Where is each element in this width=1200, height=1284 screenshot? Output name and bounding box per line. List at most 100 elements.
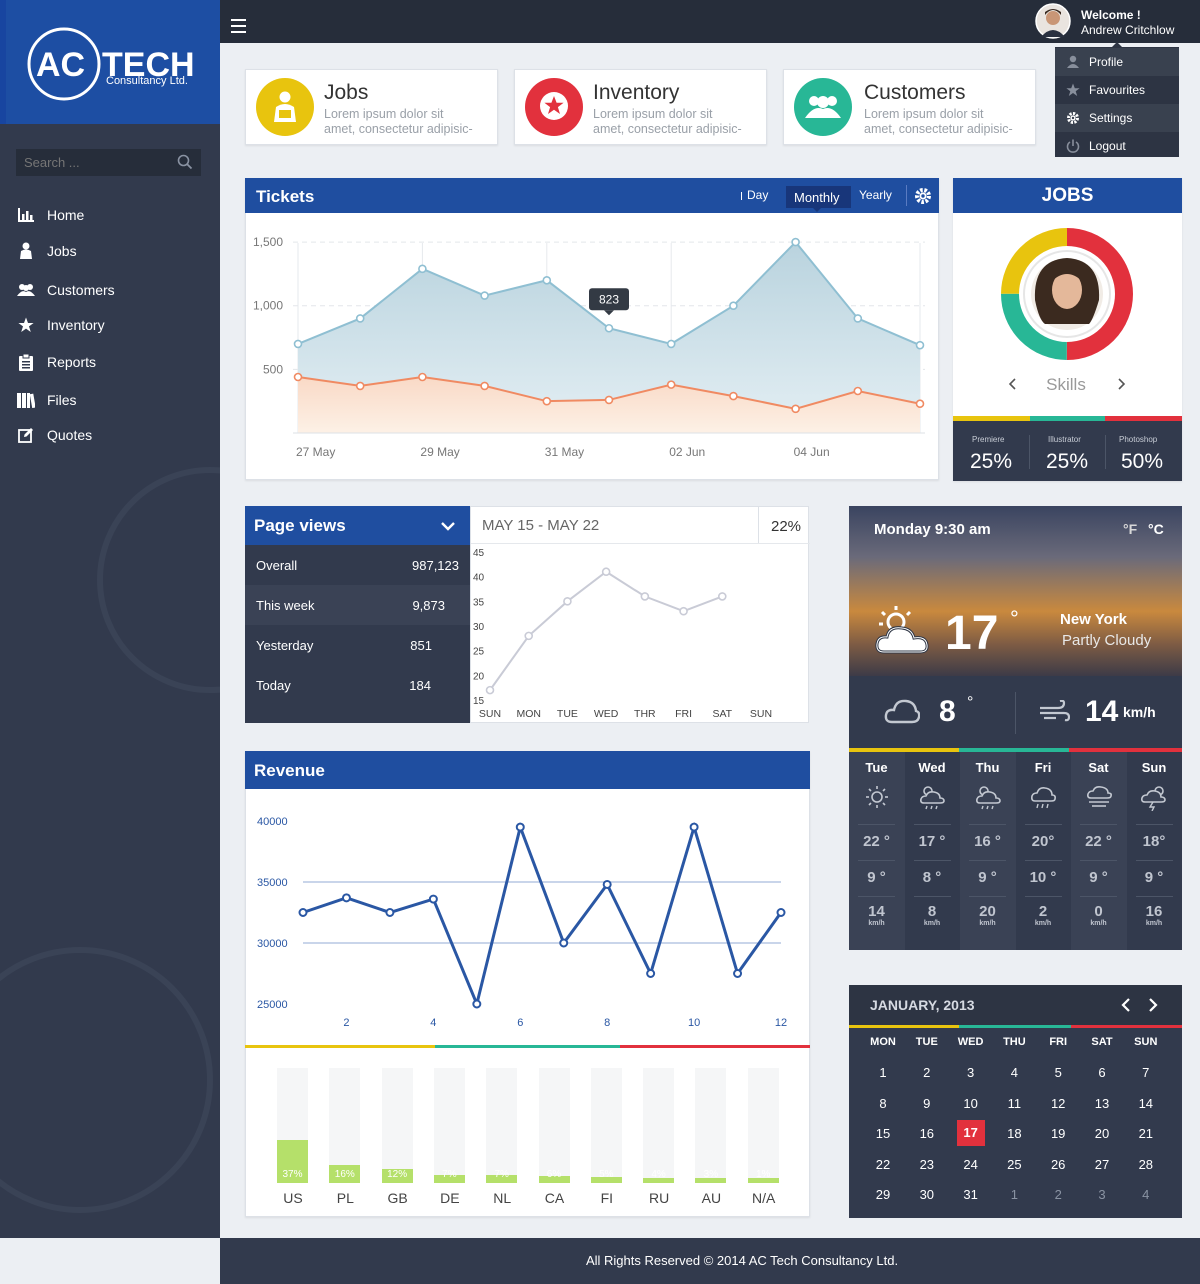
tab-yearly[interactable]: Yearly bbox=[859, 188, 892, 202]
sidebar-item-quotes[interactable]: Quotes bbox=[16, 425, 92, 445]
tab-day[interactable]: Day bbox=[747, 188, 769, 202]
calendar-day[interactable]: 3 bbox=[1098, 1187, 1106, 1202]
calendar-day[interactable]: 6 bbox=[1098, 1065, 1106, 1080]
calendar-day[interactable]: 4 bbox=[1142, 1187, 1150, 1202]
calendar-day[interactable]: 29 bbox=[875, 1187, 891, 1202]
forecast-wind: 8 bbox=[927, 903, 937, 920]
separator bbox=[1024, 896, 1062, 897]
calendar-day[interactable]: 7 bbox=[1142, 1065, 1150, 1080]
users-icon bbox=[16, 283, 36, 297]
stat-label: Photoshop bbox=[1119, 435, 1158, 444]
search-box[interactable] bbox=[16, 149, 201, 176]
menu-icon[interactable] bbox=[231, 19, 247, 33]
series-2-point bbox=[542, 396, 552, 406]
sidebar-item-reports[interactable]: Reports bbox=[16, 352, 96, 372]
calendar-day[interactable]: 4 bbox=[1010, 1065, 1018, 1080]
calendar-day[interactable]: 8 bbox=[879, 1095, 887, 1111]
series-2-point bbox=[293, 372, 303, 382]
menu-item-label: Logout bbox=[1089, 139, 1126, 153]
calendar-weekday: SUN bbox=[1134, 1036, 1158, 1048]
menu-item-settings[interactable]: Settings bbox=[1055, 104, 1179, 132]
calendar-day[interactable]: 2 bbox=[923, 1065, 931, 1080]
sidebar-item-inventory[interactable]: Inventory bbox=[16, 315, 105, 335]
menu-item-favourites[interactable]: Favourites bbox=[1055, 76, 1179, 104]
chevron-left-icon[interactable] bbox=[1008, 377, 1018, 391]
calendar-day[interactable]: 15 bbox=[875, 1126, 891, 1141]
forecast-day-name: Fri bbox=[1034, 760, 1052, 775]
calendar-day[interactable]: 31 bbox=[963, 1187, 978, 1202]
menu-item-profile[interactable]: Profile bbox=[1055, 48, 1179, 76]
calendar-day[interactable]: 26 bbox=[1050, 1156, 1066, 1172]
calendar-day[interactable]: 20 bbox=[1094, 1126, 1110, 1141]
chevron-left-icon[interactable] bbox=[1120, 997, 1132, 1013]
calendar-day[interactable]: 24 bbox=[963, 1156, 978, 1172]
bar-track: 12% bbox=[381, 1068, 413, 1183]
page-views-header[interactable]: Page views bbox=[245, 506, 470, 545]
list-item: Yesterday 851 bbox=[245, 625, 470, 665]
user-name[interactable]: Andrew Critchlow bbox=[1081, 23, 1175, 37]
separator bbox=[969, 896, 1006, 897]
calendar-day[interactable]: 18 bbox=[1007, 1126, 1022, 1141]
calendar-day[interactable]: 11 bbox=[1007, 1095, 1022, 1111]
chevron-right-icon[interactable] bbox=[1147, 997, 1159, 1013]
calendar-day[interactable]: 9 bbox=[923, 1095, 931, 1111]
avatar[interactable] bbox=[1035, 3, 1071, 39]
chevron-down-icon[interactable] bbox=[440, 520, 456, 532]
calendar-day[interactable]: 27 bbox=[1094, 1156, 1110, 1172]
sidebar-item-home[interactable]: Home bbox=[16, 205, 84, 225]
page-views-point bbox=[679, 606, 688, 616]
calendar-day[interactable]: 21 bbox=[1138, 1126, 1154, 1141]
calendar-day[interactable]: 1 bbox=[879, 1065, 887, 1080]
rain-icon bbox=[1031, 787, 1056, 809]
forecast-low: 9 ° bbox=[1089, 869, 1108, 886]
bar bbox=[277, 1140, 308, 1183]
area-series-2 bbox=[298, 377, 920, 433]
card-inventory-icon-circle bbox=[525, 78, 583, 136]
chevron-right-icon[interactable] bbox=[1116, 377, 1126, 391]
unit-c-toggle[interactable]: °C bbox=[1148, 521, 1164, 537]
card-inventory[interactable]: Inventory Lorem ipsum dolor sit amet, co… bbox=[514, 69, 767, 145]
calendar-day[interactable]: 28 bbox=[1138, 1156, 1154, 1172]
sidebar-item-jobs[interactable]: Jobs bbox=[16, 241, 77, 261]
series-1-point bbox=[853, 314, 863, 323]
calendar-day[interactable]: 12 bbox=[1050, 1095, 1066, 1111]
calendar-day[interactable]: 10 bbox=[963, 1095, 978, 1111]
unit-f-toggle[interactable]: °F bbox=[1123, 521, 1138, 537]
page-views-point bbox=[640, 592, 650, 601]
search-icon[interactable] bbox=[177, 154, 193, 170]
card-jobs[interactable]: Jobs Lorem ipsum dolor sit amet, consect… bbox=[245, 69, 498, 145]
y-tick-label: 500 bbox=[263, 362, 283, 376]
sidebar-item-customers[interactable]: Customers bbox=[16, 280, 115, 300]
tooltip-pointer bbox=[604, 310, 614, 316]
card-customers[interactable]: Customers Lorem ipsum dolor sit amet, co… bbox=[783, 69, 1036, 145]
revenue-point bbox=[341, 893, 351, 903]
bar bbox=[747, 1178, 779, 1183]
calendar-day[interactable]: 13 bbox=[1094, 1095, 1110, 1111]
calendar-day[interactable]: 25 bbox=[1007, 1156, 1022, 1172]
y-tick-label: 40000 bbox=[257, 816, 288, 828]
y-tick-label: 15 bbox=[473, 696, 485, 707]
gear-icon[interactable] bbox=[914, 187, 932, 205]
row-value: 851 bbox=[410, 637, 432, 653]
calendar-day[interactable]: 23 bbox=[919, 1156, 935, 1172]
weather-city: New York bbox=[1060, 611, 1127, 628]
calendar-day[interactable]: 14 bbox=[1138, 1095, 1154, 1111]
calendar-day[interactable]: 3 bbox=[966, 1065, 975, 1080]
calendar-day-today[interactable]: 17 bbox=[956, 1120, 985, 1146]
calendar-day[interactable]: 5 bbox=[1054, 1065, 1062, 1080]
calendar-weekday: MON bbox=[870, 1036, 896, 1048]
menu-item-logout[interactable]: Logout bbox=[1055, 132, 1179, 160]
bar-category-label: GB bbox=[387, 1190, 408, 1206]
calendar-day[interactable]: 16 bbox=[919, 1126, 935, 1141]
sidebar-item-label: Customers bbox=[47, 282, 115, 298]
calendar-day[interactable]: 1 bbox=[1010, 1187, 1018, 1202]
tab-monthly[interactable]: Monthly bbox=[786, 186, 851, 208]
calendar-day[interactable]: 22 bbox=[875, 1156, 891, 1172]
calendar-day[interactable]: 30 bbox=[919, 1187, 935, 1202]
sidebar-item-files[interactable]: Files bbox=[16, 390, 77, 410]
search-input[interactable] bbox=[16, 149, 171, 176]
x-tick-label: WED bbox=[594, 708, 619, 720]
separator bbox=[969, 824, 1006, 825]
calendar-day[interactable]: 19 bbox=[1050, 1126, 1066, 1141]
calendar-day[interactable]: 2 bbox=[1054, 1187, 1062, 1202]
